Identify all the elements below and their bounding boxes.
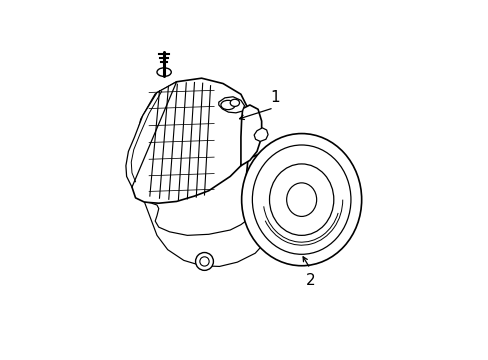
Ellipse shape [286, 183, 316, 216]
Polygon shape [132, 78, 247, 203]
Text: 1: 1 [269, 90, 279, 105]
Ellipse shape [221, 100, 235, 110]
Text: 2: 2 [305, 273, 315, 288]
Ellipse shape [230, 99, 239, 107]
Polygon shape [218, 97, 244, 113]
Ellipse shape [157, 68, 171, 76]
Ellipse shape [195, 252, 213, 270]
Polygon shape [244, 153, 285, 197]
Polygon shape [144, 202, 271, 266]
Ellipse shape [252, 145, 350, 254]
Polygon shape [254, 128, 267, 141]
Ellipse shape [241, 134, 361, 266]
Ellipse shape [269, 164, 333, 235]
Polygon shape [125, 82, 176, 187]
Ellipse shape [200, 257, 209, 266]
Polygon shape [241, 105, 261, 166]
